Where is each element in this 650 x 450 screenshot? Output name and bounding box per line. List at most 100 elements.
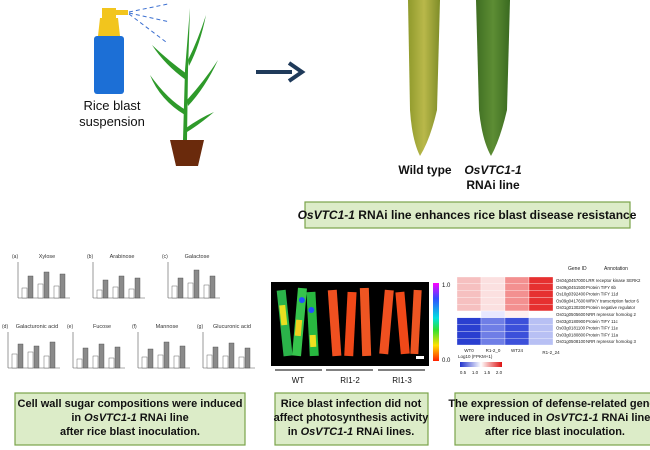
color-scale (433, 283, 439, 361)
mini-bar (147, 348, 154, 369)
heatmap-cell (456, 304, 482, 312)
wild-type-label: Wild type (398, 163, 452, 177)
wild-type-leaf (408, 0, 440, 156)
callout-text: Cell wall sugar compositions were induce… (18, 398, 243, 410)
heatmap-cell (456, 283, 482, 291)
text-segment: RNAi lines. (353, 426, 414, 438)
heatmap-cell (528, 338, 554, 346)
gene-annotation: NRR repressor homolog 2 (586, 312, 637, 317)
spray-label: Rice blast (83, 98, 140, 113)
heatmap-cell (504, 317, 530, 325)
heatmap-header: Gene ID (568, 266, 587, 272)
mini-bar (92, 355, 99, 369)
mini-bar (128, 288, 135, 299)
panel-title: Mannose (156, 324, 179, 330)
mini-bar (27, 275, 34, 299)
mini-bar (187, 282, 194, 299)
heatmap-cell (456, 324, 482, 332)
text-segment: were induced in (459, 412, 546, 424)
mini-bar (118, 275, 125, 299)
heatmap-cell (480, 297, 506, 305)
heatmap-cell (480, 304, 506, 312)
mini-bar (33, 345, 40, 369)
heatmap-cell (480, 317, 506, 325)
legend-tick: 0.5 (460, 370, 467, 375)
gene-id: Os01g0130200 (556, 305, 586, 310)
mini-bar (82, 347, 89, 369)
mini-bar (98, 343, 105, 369)
callout-text: were induced in OsVTC1-1 RNAi line (459, 412, 650, 424)
mini-bar (163, 341, 170, 369)
arrow (256, 61, 306, 83)
rice-plant (150, 8, 218, 166)
heatmap-cell (480, 338, 506, 346)
mini-bar (108, 357, 115, 369)
heatmap-cell (480, 324, 506, 332)
mini-bar (27, 351, 34, 369)
callout-box (454, 392, 650, 446)
scale-label: 0.0 (442, 358, 451, 364)
heatmap-cell (528, 297, 554, 305)
panel-title: Galacturonic acid (16, 324, 59, 330)
heatmap-cell (528, 283, 554, 291)
mini-bar (228, 342, 235, 369)
heatmap-cell (504, 283, 530, 291)
text-segment: Cell wall sugar compositions were induce… (18, 398, 243, 410)
heatmap-cell (480, 276, 506, 284)
gene-id: Os03g0180800 (556, 332, 586, 337)
text-segment: RNAi line (137, 412, 189, 424)
gene-id: Os10g0392400 (556, 292, 586, 297)
rnai-label: RNAi line (466, 178, 520, 192)
text-segment: OsVTC1-1 (301, 426, 354, 438)
rnai-leaf (476, 0, 510, 156)
text-segment: OsVTC1-1 (298, 208, 356, 222)
heatmap-cell (504, 331, 530, 339)
text-segment: OsVTC1-1 (546, 412, 599, 424)
mini-bar (157, 354, 164, 369)
heatmap-cell (504, 310, 530, 318)
text-segment: after rice blast inoculation. (60, 426, 200, 438)
mini-bar (59, 273, 66, 299)
panel-title: Galactose (185, 254, 210, 260)
heatmap-cell (528, 304, 554, 312)
mini-bar (206, 354, 213, 369)
mini-bar (177, 277, 184, 299)
panel-title: Arabinose (110, 254, 135, 260)
gene-annotation: Protein TIFY 11c (586, 319, 619, 324)
gene-id: Os09g0417600 (556, 298, 586, 303)
heatmap-cell (456, 276, 482, 284)
text-segment: The expression of defense-related genes (448, 398, 650, 410)
mini-bar (173, 355, 180, 369)
callout-text: after rice blast inoculation. (485, 426, 625, 438)
gene-annotation: Protein TIFY 11a (586, 332, 619, 337)
legend-tick: 1.0 (472, 370, 479, 375)
legend-tick: 1.5 (484, 370, 491, 375)
mini-bar (17, 343, 24, 369)
mini-bar (112, 286, 119, 299)
mini-bar (222, 355, 229, 369)
text-segment: OsVTC1-1 (84, 412, 137, 424)
text-segment: affect photosynthesis activity (274, 412, 430, 424)
callout-text: The expression of defense-related genes (448, 398, 650, 410)
panel-tag: (a) (12, 254, 18, 260)
heatmap-header: Annotation (604, 266, 628, 272)
heatmap-cell (504, 304, 530, 312)
callout-text: Rice blast infection did not (281, 398, 422, 410)
mini-bar (203, 284, 210, 299)
headline-box (304, 201, 631, 229)
mini-bar (76, 358, 83, 369)
mini-bar (43, 355, 50, 369)
heatmap-cell (456, 310, 482, 318)
mini-bar (11, 353, 18, 369)
heatmap-cell (504, 276, 530, 284)
image-label: WT (292, 376, 305, 385)
headline: OsVTC1-1 RNAi line enhances rice blast d… (298, 208, 637, 222)
mini-bar (141, 356, 148, 369)
heatmap-cell (528, 290, 554, 298)
text-segment: in (71, 412, 84, 424)
mini-bar (244, 347, 251, 369)
legend-tick: 2.0 (496, 370, 503, 375)
heatmap-cell (456, 331, 482, 339)
panel-title: Fucose (93, 324, 111, 330)
